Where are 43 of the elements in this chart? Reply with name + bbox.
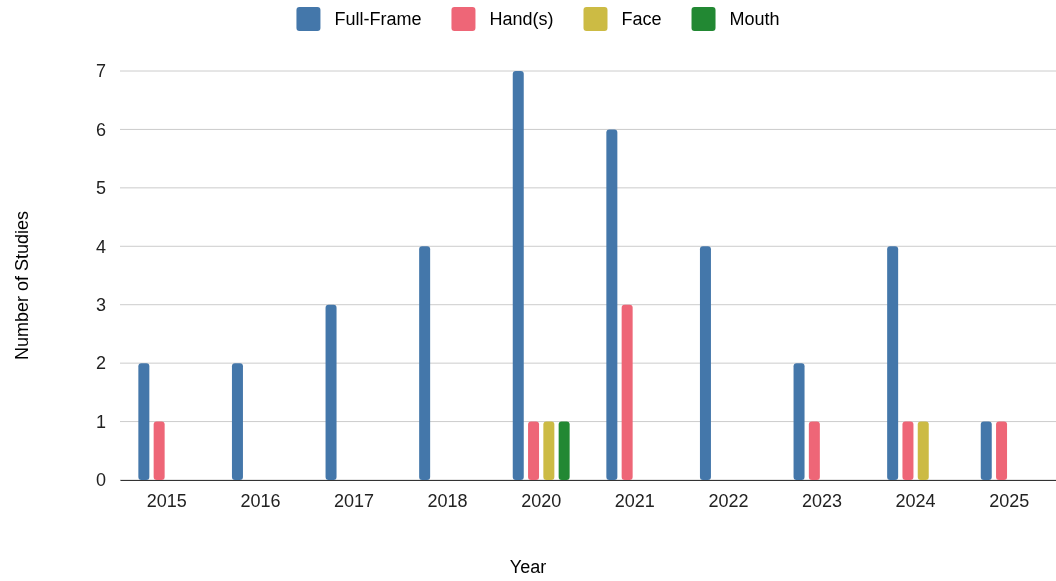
x-tick-label: 2015 xyxy=(146,490,187,511)
x-tick-label: 2020 xyxy=(521,490,562,511)
y-tick-label: 6 xyxy=(95,119,106,140)
x-axis-title: Year xyxy=(509,557,547,577)
x-tick-label: 2022 xyxy=(708,490,749,511)
bar xyxy=(621,304,633,480)
bar xyxy=(528,421,540,480)
y-tick-label: 0 xyxy=(95,470,106,491)
bar xyxy=(996,421,1008,480)
bar xyxy=(543,421,555,480)
x-tick-label: 2018 xyxy=(427,490,468,511)
x-tick-label: 2017 xyxy=(333,490,375,511)
legend-label: Mouth xyxy=(729,9,780,30)
y-tick-label: 1 xyxy=(95,411,106,432)
y-tick-label: 3 xyxy=(95,294,106,315)
bar xyxy=(512,71,524,480)
bar xyxy=(138,363,150,480)
legend-label: Face xyxy=(621,9,662,30)
bar xyxy=(917,421,929,480)
bar xyxy=(558,421,570,480)
legend-label: Full-Frame xyxy=(334,9,422,30)
x-tick-label: 2024 xyxy=(895,490,936,511)
bar xyxy=(808,421,820,480)
bar xyxy=(793,363,805,480)
bar xyxy=(980,421,992,480)
bar xyxy=(606,129,618,480)
bar xyxy=(699,246,711,480)
x-tick-label: 2023 xyxy=(801,490,843,511)
bar xyxy=(419,246,431,480)
bar xyxy=(887,246,899,480)
x-tick-label: 2021 xyxy=(614,490,655,511)
y-axis-title: Number of Studies xyxy=(12,210,32,361)
y-tick-label: 7 xyxy=(95,61,106,82)
bar xyxy=(325,304,337,480)
y-tick-label: 4 xyxy=(95,236,106,257)
bar xyxy=(902,421,914,480)
bar xyxy=(153,421,165,480)
y-tick-label: 2 xyxy=(95,353,106,374)
y-tick-label: 5 xyxy=(95,178,106,199)
x-tick-label: 2016 xyxy=(240,490,281,511)
bar xyxy=(231,363,243,480)
x-tick-label: 2025 xyxy=(989,490,1030,511)
legend-label: Hand(s) xyxy=(489,9,554,30)
